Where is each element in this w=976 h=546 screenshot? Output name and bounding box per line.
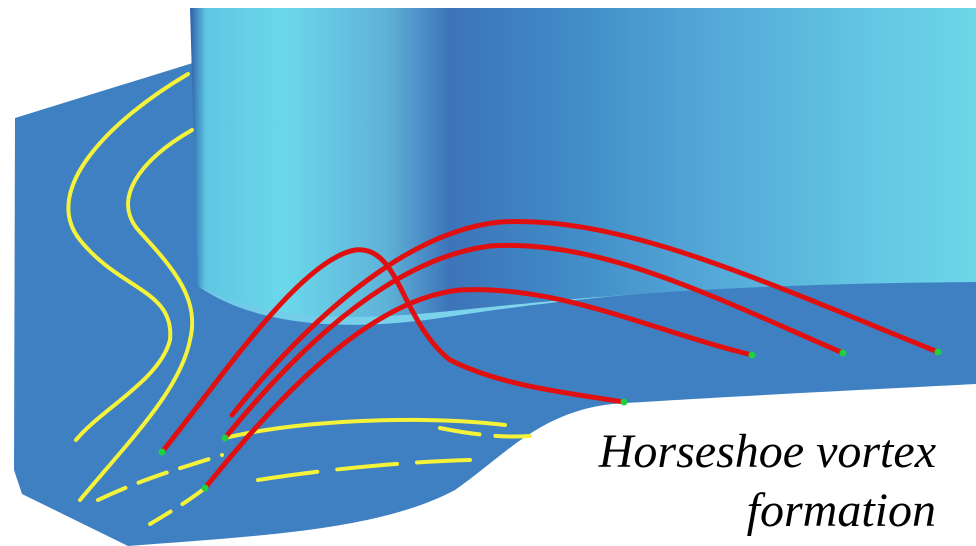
seed-marker [839, 349, 847, 357]
red-streamlines [159, 218, 941, 491]
red-streamline [159, 247, 627, 455]
seed-marker [748, 351, 756, 359]
seed-marker [620, 398, 628, 406]
seed-marker [934, 348, 942, 356]
yellow-streamline [78, 128, 195, 502]
yellow-streamline [148, 486, 207, 526]
red-streamline [202, 287, 755, 491]
seed-markers [158, 348, 942, 492]
red-streamline [222, 242, 846, 441]
yellow-streamline [96, 453, 224, 502]
seed-marker [201, 484, 209, 492]
seed-marker [221, 434, 229, 442]
cylinder [190, 8, 976, 317]
yellow-streamline [256, 458, 472, 482]
red-streamline [229, 218, 941, 418]
seed-marker [158, 448, 166, 456]
caption-line-2: formation [746, 484, 936, 537]
yellow-streamline [438, 426, 532, 439]
caption-line-1: Horseshoe vortex [598, 425, 936, 478]
yellow-streamline [66, 72, 190, 442]
